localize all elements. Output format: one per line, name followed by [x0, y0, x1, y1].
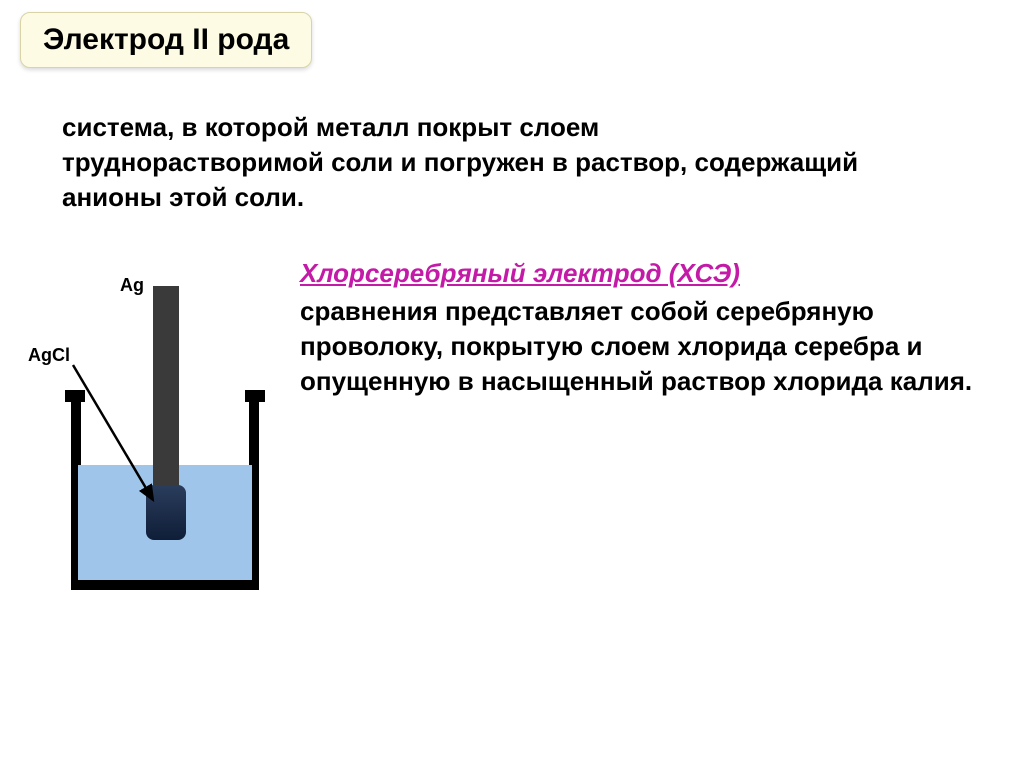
- ag-label: Ag: [120, 275, 144, 296]
- subtitle-text: Хлорсеребряный электрод (ХСЭ): [300, 258, 1000, 289]
- arrow-icon: [68, 360, 178, 530]
- electrode-diagram: Ag AgCl KCl: [20, 270, 290, 610]
- page-title: Электрод II рода: [43, 23, 289, 56]
- title-box: Электрод II рода: [20, 12, 312, 68]
- description-text: сравнения представляет собой серебряную …: [300, 294, 1000, 399]
- agcl-label: AgCl: [28, 345, 70, 366]
- definition-text: система, в которой металл покрыт слоем т…: [62, 110, 862, 215]
